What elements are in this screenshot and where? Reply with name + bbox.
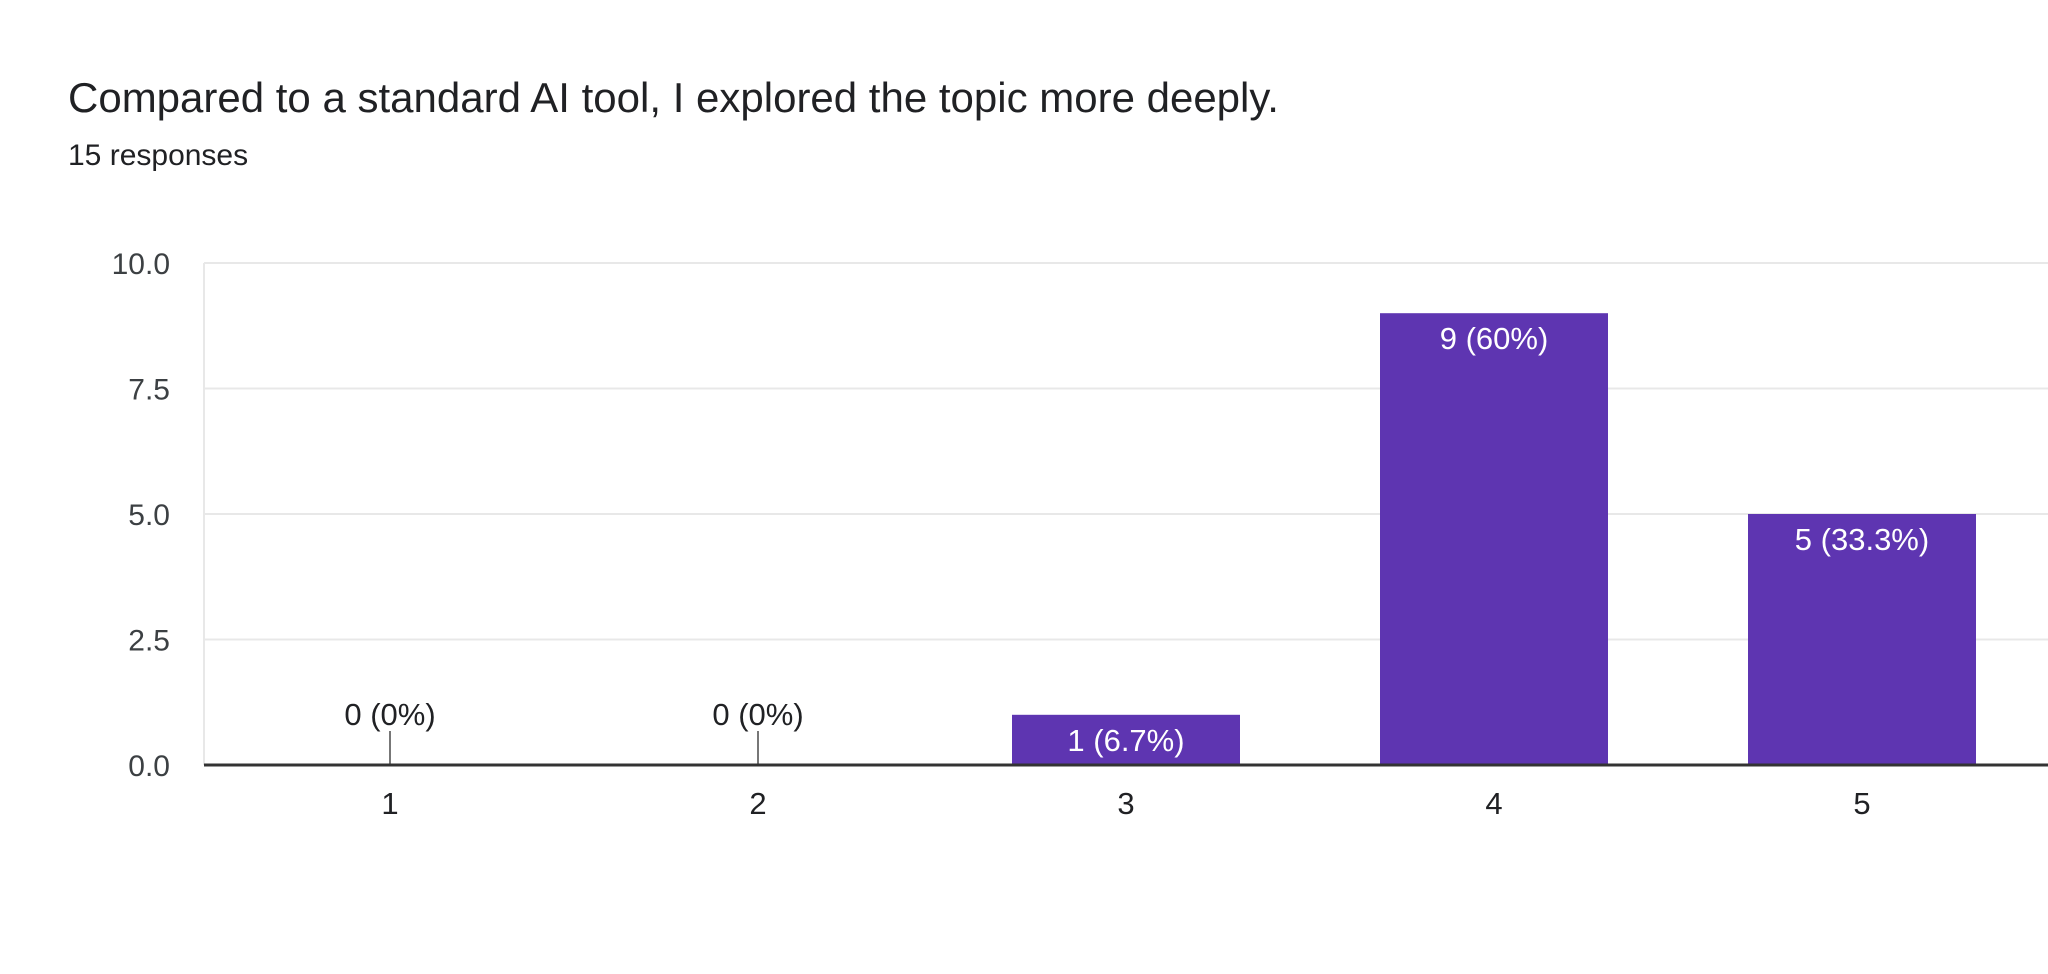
y-tick-label: 2.5 — [128, 625, 170, 658]
data-label: 0 (0%) — [344, 697, 435, 732]
data-label: 0 (0%) — [712, 697, 803, 732]
x-category-label: 2 — [749, 786, 766, 821]
data-label: 9 (60%) — [1440, 321, 1549, 356]
bar — [1380, 313, 1608, 765]
y-tick-label: 5.0 — [128, 499, 170, 532]
data-label: 1 (6.7%) — [1067, 723, 1184, 758]
y-tick-label: 7.5 — [128, 374, 170, 407]
question-title: Compared to a standard AI tool, I explor… — [68, 74, 1279, 121]
y-tick-label: 0.0 — [128, 750, 170, 783]
response-count: 15 responses — [68, 139, 249, 172]
y-tick-label: 10.0 — [112, 248, 170, 281]
x-category-label: 4 — [1485, 786, 1502, 821]
bar — [1012, 714, 1240, 765]
x-category-label: 3 — [1117, 786, 1134, 821]
x-category-label: 1 — [381, 786, 398, 821]
data-label: 5 (33.3%) — [1795, 522, 1929, 557]
bar — [1748, 514, 1976, 765]
x-category-label: 5 — [1853, 786, 1870, 821]
